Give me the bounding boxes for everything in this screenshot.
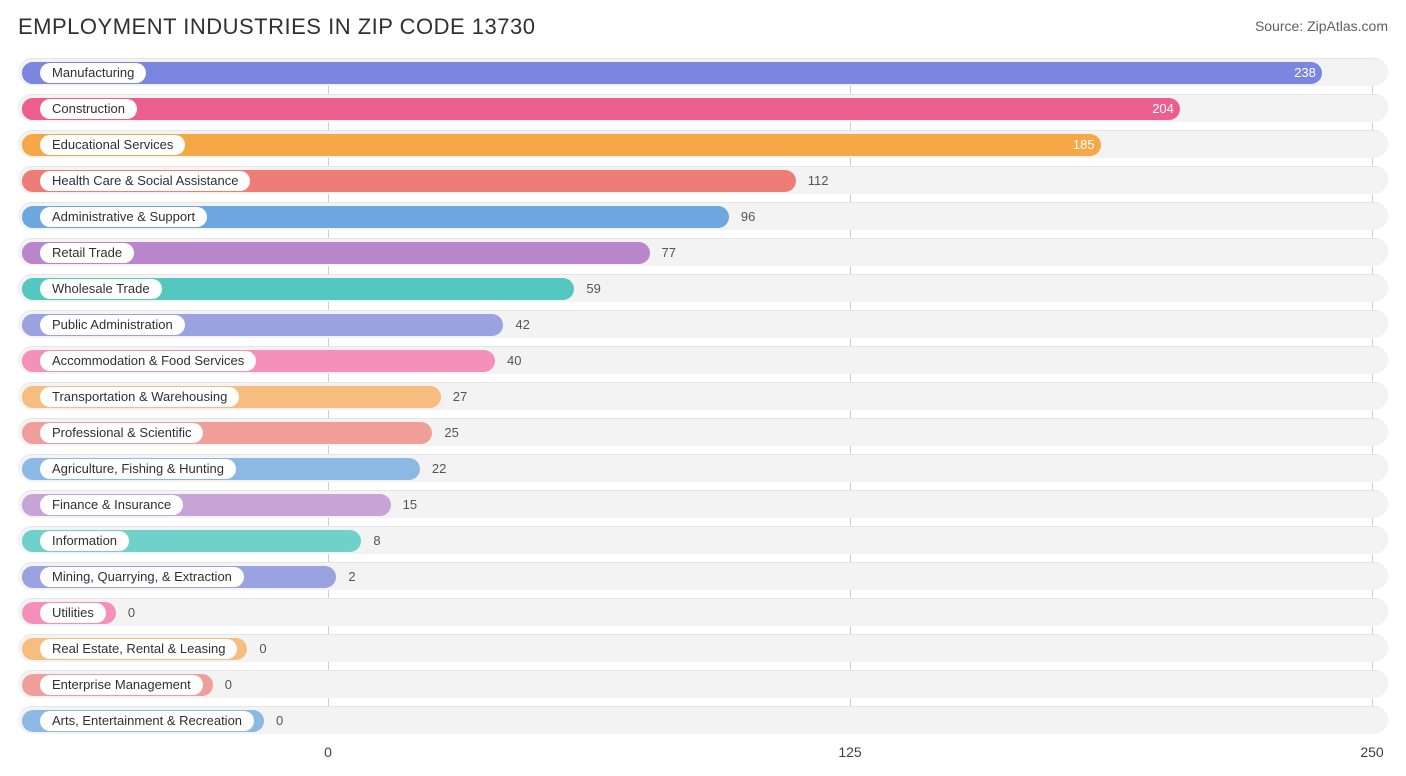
bar-row: Finance & Insurance 15 bbox=[18, 490, 1388, 518]
bar-label: Finance & Insurance bbox=[40, 495, 183, 515]
bar-row: Retail Trade 77 bbox=[18, 238, 1388, 266]
x-axis: 0 125 250 bbox=[18, 742, 1388, 766]
x-axis-tick-label: 250 bbox=[1360, 744, 1383, 760]
bar-value: 204 bbox=[1152, 99, 1174, 119]
bar-value: 8 bbox=[373, 531, 380, 551]
bar-row: Educational Services 185 bbox=[18, 130, 1388, 158]
bar-label: Mining, Quarrying, & Extraction bbox=[40, 567, 244, 587]
bar-label: Accommodation & Food Services bbox=[40, 351, 256, 371]
bar-row: Construction 204 bbox=[18, 94, 1388, 122]
x-axis-tick-label: 125 bbox=[838, 744, 861, 760]
bar-label: Construction bbox=[40, 99, 137, 119]
bar-label: Transportation & Warehousing bbox=[40, 387, 239, 407]
bar-label: Health Care & Social Assistance bbox=[40, 171, 250, 191]
bar-value: 112 bbox=[808, 171, 829, 191]
chart-area: Manufacturing 238 Construction 204 Education… bbox=[18, 58, 1388, 734]
bar-row: Information 8 bbox=[18, 526, 1388, 554]
bar-row: Professional & Scientific 25 bbox=[18, 418, 1388, 446]
bar-value: 96 bbox=[741, 207, 755, 227]
bar-value: 0 bbox=[128, 603, 135, 623]
bar-row: Wholesale Trade 59 bbox=[18, 274, 1388, 302]
chart-source: Source: ZipAtlas.com bbox=[1255, 18, 1388, 34]
bar-row: Health Care & Social Assistance 112 bbox=[18, 166, 1388, 194]
bar-row: Mining, Quarrying, & Extraction 2 bbox=[18, 562, 1388, 590]
bar-value: 15 bbox=[403, 495, 417, 515]
x-axis-tick-label: 0 bbox=[324, 744, 332, 760]
bar-row: Utilities 0 bbox=[18, 598, 1388, 626]
bar-label: Utilities bbox=[40, 603, 106, 623]
bar-value: 185 bbox=[1073, 135, 1095, 155]
bar-fill bbox=[22, 62, 1322, 84]
bar-label: Educational Services bbox=[40, 135, 185, 155]
bar-value: 25 bbox=[444, 423, 458, 443]
bar-row: Administrative & Support 96 bbox=[18, 202, 1388, 230]
bar-value: 0 bbox=[259, 639, 266, 659]
bar-row: Accommodation & Food Services 40 bbox=[18, 346, 1388, 374]
bar-label: Administrative & Support bbox=[40, 207, 207, 227]
bar-row: Transportation & Warehousing 27 bbox=[18, 382, 1388, 410]
bar-row: Real Estate, Rental & Leasing 0 bbox=[18, 634, 1388, 662]
bar-value: 238 bbox=[1294, 63, 1316, 83]
bar-value: 2 bbox=[348, 567, 355, 587]
bar-label: Manufacturing bbox=[40, 63, 146, 83]
bar-value: 0 bbox=[276, 711, 283, 731]
chart-header: EMPLOYMENT INDUSTRIES IN ZIP CODE 13730 … bbox=[18, 14, 1388, 40]
bar-label: Real Estate, Rental & Leasing bbox=[40, 639, 237, 659]
bar-label: Public Administration bbox=[40, 315, 185, 335]
chart-title: EMPLOYMENT INDUSTRIES IN ZIP CODE 13730 bbox=[18, 14, 536, 40]
bar-row: Public Administration 42 bbox=[18, 310, 1388, 338]
bar-row: Arts, Entertainment & Recreation 0 bbox=[18, 706, 1388, 734]
bar-value: 0 bbox=[225, 675, 232, 695]
bar-label: Retail Trade bbox=[40, 243, 134, 263]
bar-value: 59 bbox=[586, 279, 600, 299]
bar-value: 40 bbox=[507, 351, 521, 371]
bar-value: 77 bbox=[662, 243, 676, 263]
bar-label: Agriculture, Fishing & Hunting bbox=[40, 459, 236, 479]
bar-label: Professional & Scientific bbox=[40, 423, 203, 443]
bar-value: 42 bbox=[515, 315, 529, 335]
bar-value: 27 bbox=[453, 387, 467, 407]
bar-label: Wholesale Trade bbox=[40, 279, 162, 299]
bar-row: Agriculture, Fishing & Hunting 22 bbox=[18, 454, 1388, 482]
bar-row: Manufacturing 238 bbox=[18, 58, 1388, 86]
bar-label: Enterprise Management bbox=[40, 675, 203, 695]
bar-label: Information bbox=[40, 531, 129, 551]
bar-row: Enterprise Management 0 bbox=[18, 670, 1388, 698]
bar-fill bbox=[22, 98, 1180, 120]
bar-label: Arts, Entertainment & Recreation bbox=[40, 711, 254, 731]
bar-value: 22 bbox=[432, 459, 446, 479]
